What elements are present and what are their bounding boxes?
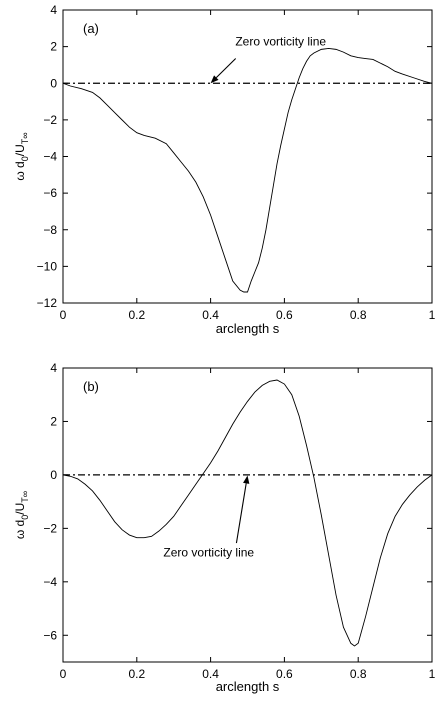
- y-axis-label-part-a: ω d: [13, 161, 27, 180]
- y-axis-label-a: ω d0/UT∞: [13, 132, 30, 180]
- y-axis-label-part-b: ω d: [13, 520, 27, 539]
- x-tick-label-a: 0.2: [128, 308, 145, 322]
- annotation-arrow-b: [235, 483, 247, 544]
- panel-b: 0 0.2 0.4 0.6 0.8 1 −6 −4 −2 0 2 4 Zero vorticity li…: [13, 361, 436, 694]
- annotation-label-a: Zero vorticity line: [235, 35, 326, 49]
- y-tick-label-b: −6: [43, 628, 57, 642]
- y-tick-label-b: −4: [43, 575, 57, 589]
- x-axis-label-b: arclength s: [216, 679, 280, 694]
- panel-label-b: (b): [83, 379, 99, 394]
- axes-frame-a: [62, 9, 433, 304]
- annotation-arrowhead-a: [210, 75, 219, 84]
- y-tick-label-a: −2: [43, 113, 57, 127]
- panel-label-a: (a): [83, 21, 99, 36]
- y-axis-label-part-a: T∞: [20, 132, 30, 144]
- x-tick-label-a: 0.8: [350, 308, 367, 322]
- y-axis-label-part-b: /U: [13, 503, 27, 515]
- y-axis-label-part-b: 0: [20, 515, 30, 520]
- x-tick-label-b: 0.4: [202, 667, 219, 681]
- x-tick-label-b: 0.2: [128, 667, 145, 681]
- y-tick-label-b: 4: [50, 361, 57, 375]
- annotation-label-b: Zero vorticity line: [163, 545, 254, 559]
- y-tick-label-a: 0: [50, 76, 57, 90]
- x-axis-label-a: arclength s: [216, 321, 280, 336]
- x-tick-label-a: 1: [429, 308, 436, 322]
- x-tick-label-b: 1: [429, 667, 436, 681]
- annotation-arrowhead-b: [243, 475, 250, 484]
- x-tick-label-a: 0: [60, 308, 67, 322]
- y-tick-label-a: −12: [37, 296, 58, 310]
- panel-a: 0 0.2 0.4 0.6 0.8 1 −12 −10 −8 −6 −4 −2 0 2 4 Zero vort…: [13, 3, 436, 336]
- y-tick-label-a: −4: [43, 150, 57, 164]
- y-tick-label-a: 2: [50, 40, 57, 54]
- y-tick-label-b: 2: [50, 414, 57, 428]
- vorticity-curve-b: [62, 379, 433, 647]
- x-tick-label-b: 0: [60, 667, 67, 681]
- y-axis-label-b: ω d0/UT∞: [13, 491, 30, 539]
- y-tick-label-b: −2: [43, 521, 57, 535]
- axes-frame-b: [62, 367, 433, 663]
- annotation-arrow-a: [215, 58, 237, 79]
- y-tick-label-b: 0: [50, 468, 57, 482]
- y-tick-label-a: −8: [43, 223, 57, 237]
- x-tick-label-b: 0.6: [276, 667, 293, 681]
- y-tick-label-a: −10: [37, 259, 58, 273]
- y-axis-label-part-b: T∞: [20, 491, 30, 503]
- y-tick-label-a: 4: [50, 3, 57, 17]
- x-tick-label-a: 0.6: [276, 308, 293, 322]
- x-tick-label-b: 0.8: [350, 667, 367, 681]
- vorticity-curve-a: [62, 48, 433, 293]
- x-tick-label-a: 0.4: [202, 308, 219, 322]
- y-axis-label-part-a: /U: [13, 144, 27, 156]
- y-axis-label-part-a: 0: [20, 156, 30, 161]
- y-tick-label-a: −6: [43, 186, 57, 200]
